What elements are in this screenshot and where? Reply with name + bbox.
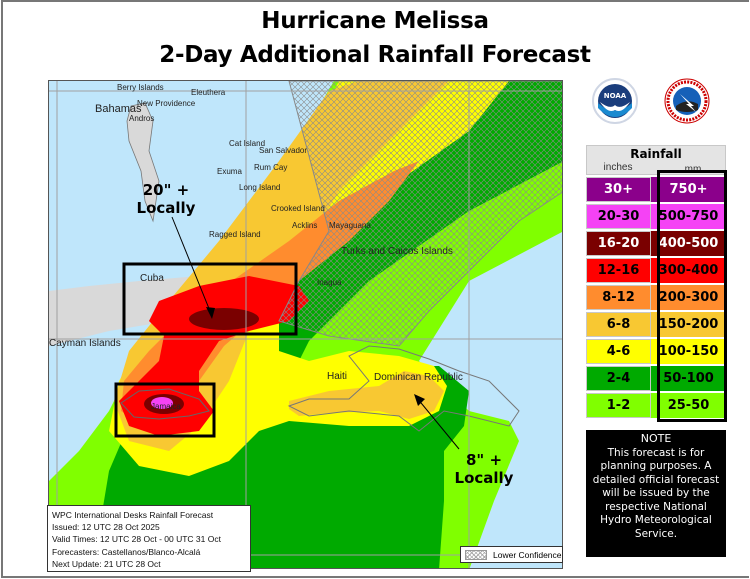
- label-bahamas: Bahamas: [95, 103, 142, 115]
- legend-inches: 16-20: [586, 231, 651, 256]
- forecast-info-box: WPC International Desks Rainfall Forecas…: [47, 505, 251, 572]
- label-turks-caicos: Turks and Caicos Islands: [341, 246, 453, 257]
- note-heading: NOTE: [640, 432, 672, 445]
- legend-row: 8-12 200-300: [586, 285, 726, 310]
- noaa-logo-icon: NOAA: [592, 78, 638, 124]
- title-line-1: Hurricane Melissa: [261, 8, 489, 34]
- legend-col-mm: mm: [684, 164, 702, 175]
- label-dominican-republic: Dominican Republic: [374, 372, 463, 383]
- legend-mm: 200-300: [651, 285, 726, 310]
- legend-mm: 25-50: [651, 393, 726, 418]
- info-valid-times: Valid Times: 12 UTC 28 Oct - 00 UTC 31 O…: [52, 534, 221, 545]
- legend-inches: 1-2: [586, 393, 651, 418]
- legend-row: 16-20 400-500: [586, 231, 726, 256]
- note-line: Service.: [634, 527, 678, 540]
- label-cayman-islands: Cayman Islands: [49, 338, 121, 349]
- legend-mm: 300-400: [651, 258, 726, 283]
- legend-mm: 50-100: [651, 366, 726, 391]
- label-exuma: Exuma: [217, 167, 242, 176]
- label-rum-cay: Rum Cay: [254, 163, 288, 172]
- info-issued: Issued: 12 UTC 28 Oct 2025: [52, 522, 160, 533]
- label-jamaica: Jamaica: [151, 402, 181, 411]
- jamaica-highlight-box: [114, 382, 216, 438]
- lower-confidence-legend: Lower Confidence: [460, 546, 563, 563]
- legend-inches: 6-8: [586, 312, 651, 337]
- legend-row: 4-6 100-150: [586, 339, 726, 364]
- note-line: planning purposes. A: [600, 460, 712, 472]
- legend-header: Rainfall inches mm: [586, 145, 726, 175]
- label-andros: Andros: [129, 114, 155, 123]
- label-haiti: Haiti: [327, 371, 348, 382]
- legend-mm: 750+: [651, 177, 726, 202]
- label-berry-islands: Berry Islands: [117, 83, 164, 92]
- label-mayaguana: Mayaguana: [329, 221, 371, 230]
- hatch-swatch-icon: [465, 549, 487, 560]
- legend-row: 1-2 25-50: [586, 393, 726, 418]
- svg-text:NOAA: NOAA: [604, 92, 627, 100]
- label-cuba: Cuba: [140, 273, 164, 284]
- legend-inches: 12-16: [586, 258, 651, 283]
- legend-row: 2-4 50-100: [586, 366, 726, 391]
- title-line-2: 2-Day Additional Rainfall Forecast: [159, 42, 591, 68]
- legend-title: Rainfall: [630, 147, 682, 161]
- cuba-highlight-box: [122, 262, 298, 336]
- legend-mm: 500-750: [651, 204, 726, 229]
- note-line: detailed official forecast: [592, 473, 720, 486]
- label-cat-island: Cat Island: [229, 139, 266, 148]
- note-box: NOTE This forecast is for planning purpos…: [586, 430, 726, 557]
- legend-row: 20-30 500-750: [586, 204, 726, 229]
- info-next-update: Next Update: 21 UTC 28 Oct: [52, 558, 161, 569]
- note-text: This forecast is for planning purposes. A…: [586, 447, 726, 542]
- note-line: will be issued by the: [602, 487, 710, 499]
- annotation-cuba-label: Locally: [136, 199, 196, 217]
- legend-inches: 30+: [586, 177, 651, 202]
- label-eleuthera: Eleuthera: [191, 88, 226, 97]
- rainfall-contours: [49, 81, 562, 568]
- annotation-dr-value: 8" +: [465, 451, 503, 469]
- legend-mm: 150-200: [651, 312, 726, 337]
- annotation-cuba-max: 20" + Locally: [131, 181, 201, 217]
- legend-rows: 30+ 750+ 20-30 500-750 16-20 400-500 12-16 300-…: [586, 177, 726, 418]
- nws-logo-icon: [664, 78, 710, 124]
- legend-mm: 100-150: [651, 339, 726, 364]
- note-line: This forecast is for: [607, 446, 705, 459]
- legend-inches: 4-6: [586, 339, 651, 364]
- note-line: Hydro Meteorological: [600, 514, 712, 526]
- legend-row: 12-16 300-400: [586, 258, 726, 283]
- label-acklins: Acklins: [292, 221, 318, 230]
- label-san-salvador: San Salvador: [259, 146, 308, 155]
- rainfall-legend: Rainfall inches mm 30+ 750+ 20-30 500-750 16…: [586, 145, 727, 422]
- label-crooked-island: Crooked Island: [271, 204, 325, 213]
- label-ragged-island: Ragged Island: [209, 230, 261, 239]
- legend-inches: 8-12: [586, 285, 651, 310]
- legend-inches: 20-30: [586, 204, 651, 229]
- info-line-1: WPC International Desks Rainfall Forecas…: [52, 510, 214, 520]
- legend-row: 30+ 750+: [586, 177, 726, 202]
- lower-confidence-label: Lower Confidence: [493, 549, 562, 560]
- label-long-island: Long Island: [239, 183, 281, 192]
- label-new-providence: New Providence: [137, 99, 196, 108]
- legend-mm: 400-500: [651, 231, 726, 256]
- info-forecasters: Forecasters: Castellanos/Blanco-Alcalá: [52, 546, 201, 557]
- legend-row: 6-8 150-200: [586, 312, 726, 337]
- annotation-cuba-value: 20" +: [142, 181, 190, 199]
- label-inagua: Inagua: [317, 278, 342, 287]
- legend-col-inches: inches: [603, 162, 633, 173]
- rainfall-map: Berry Islands Eleuthera Bahamas New Prov…: [48, 80, 563, 569]
- legend-inches: 2-4: [586, 366, 651, 391]
- note-line: respective National: [605, 500, 707, 513]
- annotation-dr-label: Locally: [454, 469, 514, 487]
- annotation-dr-max: 8" + Locally: [449, 451, 519, 487]
